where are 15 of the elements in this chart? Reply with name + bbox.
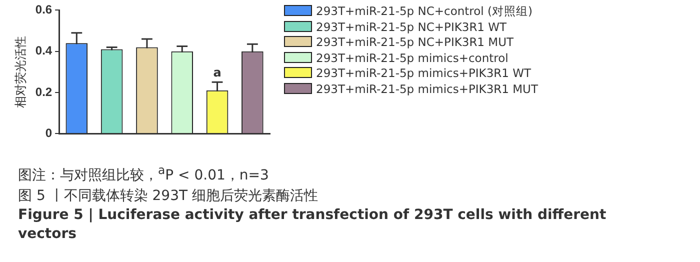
y-tick-label: 0.2 (35, 84, 52, 99)
legend-label: 293T+miR-21-5p mimics+control (316, 50, 508, 64)
text: 图注：与对照组比较，$^{a}$P < 0.01，n=3 (18, 162, 270, 186)
y-tick-label: 0.6 (35, 2, 52, 17)
y-tick-label: 0.4 (35, 44, 52, 58)
legend-label: 293T+miR-21-5p mimics+PIK3R1 WT (316, 66, 532, 80)
caption: 图 5 丨不同载体转染 293T 细胞后荧光素酶活性 (18, 186, 319, 206)
data-label: a (213, 65, 222, 80)
legend-label: 293T+miR-21-5p mimics+PIK3R1 MUT (316, 82, 538, 96)
legend-label: 293T+miR-21-5p NC+control (对照组) (316, 4, 532, 18)
caption: Figure 5 | Luciferase activity after transfection of 293T cells with different vectors (18, 206, 608, 244)
legend-label: 293T+miR-21-5p NC+PIK3R1 WT (316, 20, 507, 34)
y-axis-title: 相对荧光活性 (14, 36, 28, 108)
y-tick-label: 0 (45, 126, 52, 140)
legend-label: 293T+miR-21-5p NC+PIK3R1 MUT (316, 35, 514, 49)
